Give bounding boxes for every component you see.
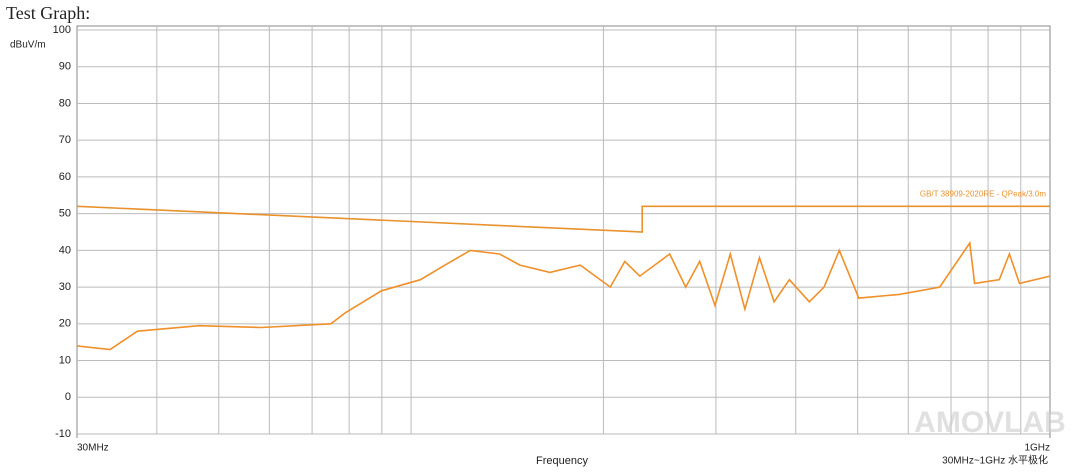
- y-tick-label: 90: [59, 61, 71, 73]
- line: [76, 240, 1051, 351]
- chart-title: Test Graph:: [6, 3, 90, 23]
- x-tick-label: 1GHz: [1024, 443, 1050, 454]
- y-tick-label: 40: [59, 244, 71, 256]
- annotation: 30MHz~1GHz 水平极化: [942, 454, 1048, 467]
- y-tick-label: 20: [59, 318, 71, 330]
- y-tick-label: 30: [59, 281, 71, 293]
- y-tick-label: 10: [59, 354, 71, 366]
- y-tick-label: 50: [59, 208, 71, 220]
- y-tick-label: 70: [59, 134, 71, 146]
- y-tick-label: -10: [55, 428, 71, 440]
- x-tick-label: 30MHz: [77, 443, 109, 454]
- y-axis-label: dBuV/m: [10, 40, 46, 51]
- watermark: AMOVLAB: [914, 406, 1066, 439]
- y-tick-label: 60: [59, 171, 71, 183]
- y-tick-label: 100: [53, 24, 71, 36]
- y-tick-label: 0: [65, 391, 71, 403]
- x-axis-label: Frequency: [536, 455, 588, 467]
- y-tick-label: 80: [59, 97, 71, 109]
- line: [76, 205, 1050, 233]
- legend-label: GB/T 38909-2020RE - QPeak/3.0m: [920, 189, 1046, 198]
- plot-area: [76, 25, 1051, 435]
